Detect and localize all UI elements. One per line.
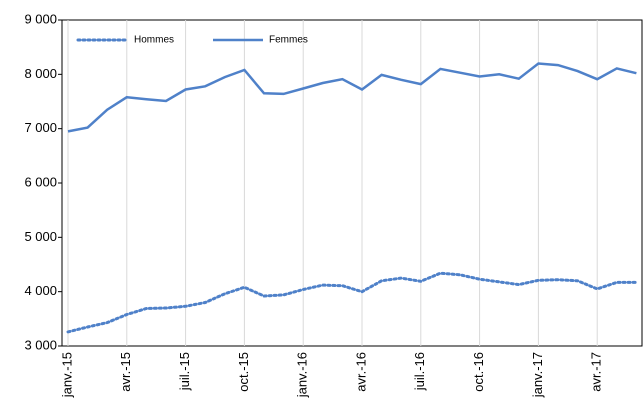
y-tick-label: 3 000 [24,337,57,352]
x-tick-label: juil.-15 [177,352,192,391]
plot-frame [61,19,643,347]
line-series [66,271,638,334]
x-tick-label: janv.-17 [530,352,545,398]
y-tick-label: 8 000 [24,66,57,81]
legend-label: Hommes [134,35,174,46]
y-tick-label: 9 000 [24,11,57,26]
x-tick-label: juil.-16 [412,352,427,391]
y-tick-label: 4 000 [24,283,57,298]
x-tick-label: janv.-16 [295,352,310,398]
y-tick-label: 5 000 [24,229,57,244]
y-tick-label: 6 000 [24,174,57,189]
x-tick-label: oct.-15 [236,352,251,392]
x-tick-label: janv.-15 [59,352,74,398]
y-tick-label: 7 000 [24,120,57,135]
legend-label: Femmes [269,35,308,46]
x-tick-label: avr.-15 [118,352,133,392]
x-tick-label: oct.-16 [471,352,486,392]
x-tick-label: avr.-17 [589,352,604,392]
x-tick-label: avr.-16 [353,352,368,392]
line-series [67,62,637,133]
